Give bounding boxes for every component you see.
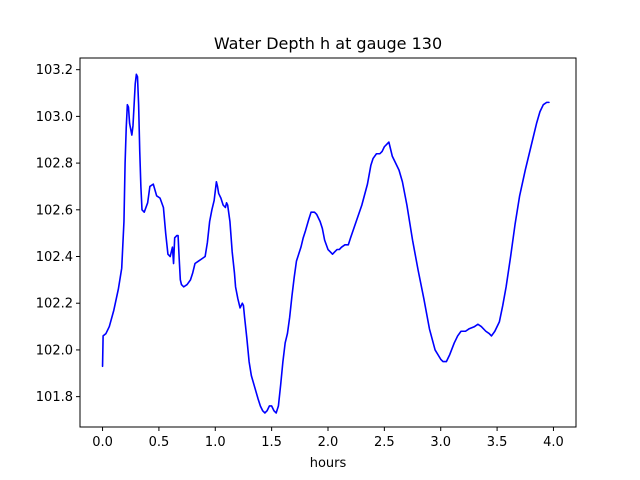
y-tick-label: 103.2	[36, 63, 73, 78]
x-tick-label: 1.0	[205, 435, 226, 450]
x-tick-label: 3.0	[430, 435, 451, 450]
y-tick-label: 102.4	[36, 250, 73, 265]
x-tick-label: 0.0	[92, 435, 113, 450]
x-axis: 0.0 0.5 1.0 1.5 2.0 2.5 3.0 3.5 4.0	[92, 427, 564, 450]
x-tick-label: 1.5	[261, 435, 282, 450]
x-tick-label: 2.5	[374, 435, 395, 450]
x-tick-label: 3.5	[487, 435, 508, 450]
x-tick-label: 2.0	[318, 435, 339, 450]
y-tick-label: 102.2	[36, 297, 73, 312]
x-tick-label: 4.0	[543, 435, 564, 450]
y-tick-label: 102.8	[36, 157, 73, 172]
series-line-0	[101, 73, 550, 414]
x-tick-label: 0.5	[149, 435, 170, 450]
y-tick-label: 101.8	[36, 390, 73, 405]
y-tick-label: 103.0	[36, 110, 73, 125]
y-tick-label: 102.6	[36, 203, 73, 218]
plot-area	[101, 73, 550, 414]
y-axis: 101.8 102.0 102.2 102.4 102.6 102.8 103.0 103.2	[36, 63, 80, 405]
x-axis-title: hours	[310, 456, 347, 471]
y-tick-label: 102.0	[36, 343, 73, 358]
chart-title: Water Depth h at gauge 130	[214, 34, 442, 53]
